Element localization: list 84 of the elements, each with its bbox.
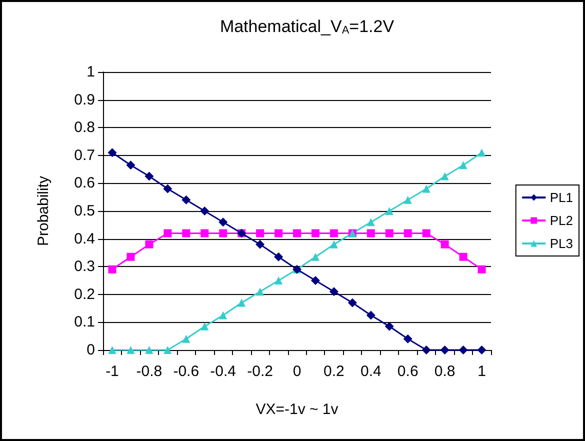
legend-label: PL2 — [550, 213, 574, 228]
point — [440, 172, 449, 180]
y-tick-label: 0.2 — [74, 286, 95, 303]
point — [311, 252, 320, 261]
point — [459, 161, 468, 170]
point — [422, 184, 430, 193]
x-tick-label: -0.4 — [210, 363, 236, 380]
y-tick-label: 0.1 — [74, 314, 95, 331]
point — [108, 265, 116, 274]
x-tick-label: 0.6 — [397, 363, 418, 380]
legend-label: PL3 — [550, 236, 574, 251]
legend-label: PL1 — [550, 190, 574, 205]
point — [182, 334, 190, 343]
point — [238, 298, 246, 307]
point — [218, 218, 228, 227]
point — [182, 195, 191, 204]
point — [182, 229, 190, 238]
point — [404, 196, 412, 204]
point — [108, 346, 116, 354]
point — [163, 184, 172, 194]
x-tick-label: -0.8 — [136, 363, 162, 380]
x-tick-label: -0.6 — [173, 363, 200, 380]
point — [219, 311, 228, 320]
y-tick-label: 0.9 — [74, 91, 95, 108]
point — [108, 148, 117, 158]
point — [478, 265, 486, 274]
point — [440, 346, 450, 354]
point — [422, 229, 430, 238]
point — [126, 252, 135, 261]
x-tick-label: 1 — [478, 363, 486, 380]
y-axis-title: Probability — [35, 175, 52, 246]
point — [200, 206, 210, 216]
point — [478, 148, 486, 157]
point — [459, 252, 468, 261]
point — [385, 207, 394, 215]
point — [311, 229, 320, 238]
point — [200, 322, 209, 330]
point — [256, 240, 265, 249]
point — [330, 229, 338, 238]
x-tick-label: -0.2 — [247, 363, 273, 380]
point — [422, 346, 431, 354]
x-tick-label: -1 — [106, 363, 119, 380]
y-tick-label: 0.5 — [74, 202, 95, 220]
point — [366, 229, 375, 238]
point — [219, 229, 228, 238]
point — [329, 287, 338, 296]
x-tick-label: 0 — [292, 363, 302, 380]
point — [145, 346, 154, 354]
point — [256, 229, 264, 238]
point — [144, 172, 154, 181]
point — [440, 240, 449, 248]
point — [477, 346, 486, 354]
point — [310, 276, 320, 285]
x-axis-title: VX=-1v ~ 1v — [256, 401, 339, 418]
point — [164, 346, 172, 354]
y-tick-label: 0.4 — [74, 230, 95, 248]
point — [274, 276, 283, 284]
y-tick-label: 0.7 — [74, 146, 95, 164]
point — [126, 346, 135, 354]
x-tick-label: 0.8 — [434, 363, 456, 380]
point — [404, 229, 412, 238]
point — [330, 240, 338, 248]
point — [348, 298, 357, 308]
point — [126, 160, 136, 170]
point — [403, 334, 412, 344]
point — [366, 310, 376, 320]
y-tick-label: 0.8 — [74, 119, 95, 136]
y-tick-label: 0 — [86, 342, 95, 358]
y-tick-label: 1 — [86, 64, 95, 80]
point — [366, 218, 375, 226]
point — [274, 252, 284, 262]
point — [200, 229, 209, 238]
y-tick-label: 0.3 — [74, 258, 95, 276]
point — [384, 322, 394, 331]
point — [274, 229, 283, 238]
point — [385, 229, 394, 238]
point — [164, 229, 172, 238]
x-tick-label: 0.4 — [360, 363, 382, 380]
point — [458, 346, 468, 354]
point — [145, 240, 154, 248]
point — [256, 288, 264, 296]
point — [293, 229, 301, 238]
x-tick-label: 0.2 — [324, 363, 344, 380]
y-tick-label: 0.6 — [74, 174, 95, 192]
